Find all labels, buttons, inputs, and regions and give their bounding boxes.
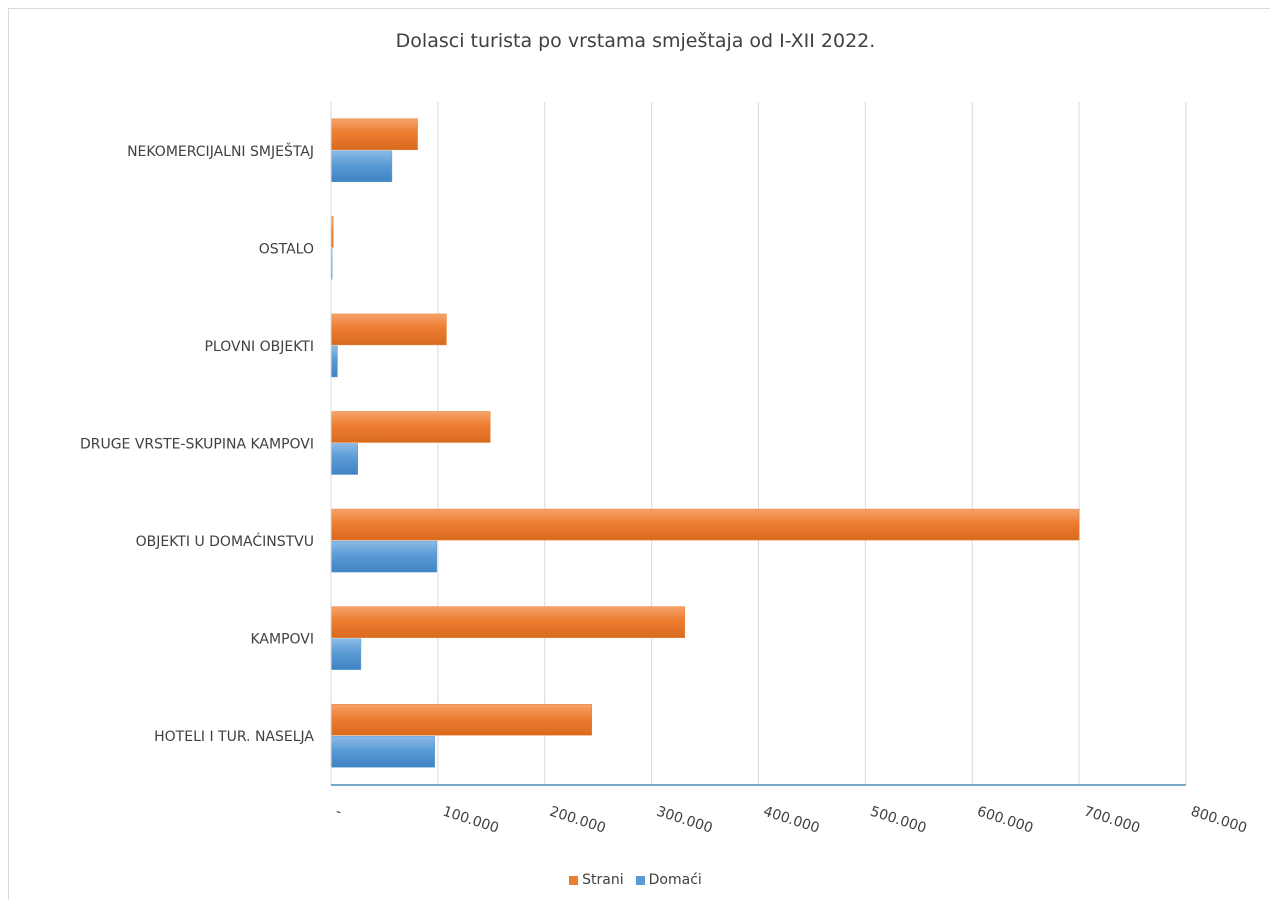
category-label: HOTELI I TUR. NASELJA — [154, 729, 314, 745]
category-label: OSTALO — [259, 241, 314, 257]
bar-strani — [330, 703, 593, 736]
legend: Strani Domaći — [0, 870, 1271, 890]
bar-strani — [330, 411, 491, 443]
bar-strani — [330, 118, 418, 151]
bar-domaci — [330, 443, 358, 475]
x-tick-label: 100.000 — [441, 804, 501, 837]
bar-domaci — [330, 150, 393, 183]
category-label: DRUGE VRSTE-SKUPINA KAMPOVI — [80, 437, 314, 453]
x-tick-label: 800.000 — [1189, 804, 1249, 837]
legend-label-strani: Strani — [582, 872, 624, 888]
x-tick-label: 600.000 — [975, 804, 1035, 837]
bar-domaci — [330, 345, 338, 378]
legend-item-strani: Strani — [569, 872, 624, 888]
x-tick-label: - — [334, 804, 344, 821]
x-tick-label: 300.000 — [654, 804, 714, 837]
bar-strani — [330, 508, 1080, 541]
chart-frame — [8, 8, 1270, 900]
bar-domaci — [330, 638, 362, 670]
x-tick-label: 700.000 — [1082, 804, 1142, 837]
bar-strani — [330, 313, 447, 346]
chart-title: Dolasci turista po vrstama smještaja od … — [395, 30, 876, 52]
bar-domaci — [330, 735, 435, 768]
category-label: PLOVNI OBJEKTI — [204, 339, 314, 355]
x-tick-label: 200.000 — [548, 804, 608, 837]
legend-item-domaci: Domaći — [635, 872, 702, 888]
x-tick-label: 400.000 — [761, 804, 821, 837]
bar-strani — [330, 606, 686, 638]
category-label: KAMPOVI — [250, 632, 314, 648]
bar-domaci — [330, 540, 438, 573]
legend-label-domaci: Domaći — [648, 872, 702, 888]
category-label: OBJEKTI U DOMAĆINSTVU — [136, 532, 314, 550]
legend-swatch-domaci — [635, 875, 645, 885]
category-label: NEKOMERCIJALNI SMJEŠTAJ — [127, 142, 314, 160]
legend-swatch-strani — [569, 875, 579, 885]
x-tick-label: 500.000 — [868, 804, 928, 837]
